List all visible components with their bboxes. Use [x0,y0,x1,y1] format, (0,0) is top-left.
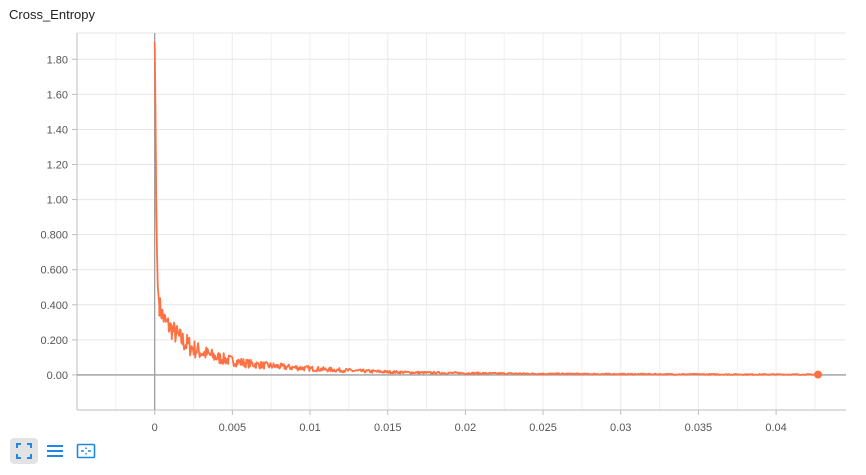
grid [76,32,846,410]
y-tick-label: 1.00 [47,195,68,207]
y-tick-label: 1.20 [47,160,68,172]
y-tick-label: 0.600 [40,265,68,277]
y-tick-label: 1.80 [47,54,68,66]
toggle-log-scale-button[interactable] [41,438,69,464]
x-tick-label: 0.02 [455,422,476,432]
y-tick-label: 0.200 [40,335,68,347]
series-last-point [814,370,823,379]
axes [76,33,846,411]
x-tick-label: 0.035 [685,422,713,432]
x-tick-label: 0 [152,422,158,432]
x-tick-label: 0.01 [299,422,320,432]
x-tick-label: 0.005 [219,422,247,432]
y-axis-ticks: 0.00 0.200 0.400 0.600 0.800 1.00 1.20 1.40 1.60… [40,54,77,382]
x-tick-label: 0.015 [374,422,402,432]
chart-toolbar [10,438,103,464]
y-tick-label: 0.800 [40,230,68,242]
x-tick-label: 0.04 [765,422,786,432]
series-line [153,41,819,376]
line-chart[interactable]: 0.00 0.200 0.400 0.600 0.800 1.00 1.20 1.40 1.60… [0,0,866,432]
y-tick-label: 0.400 [40,300,68,312]
expand-chart-button[interactable] [10,438,38,464]
x-tick-label: 0.025 [529,422,557,432]
y-tick-label: 1.40 [47,124,68,136]
fullscreen-icon [16,443,32,459]
lines-icon [47,445,63,457]
x-axis-ticks: 0 0.005 0.01 0.015 0.02 0.025 0.03 0.035 0.04 [152,410,787,432]
chart-title: Cross_Entropy [9,7,95,22]
y-tick-label: 0.00 [47,370,68,382]
x-tick-label: 0.03 [610,422,631,432]
y-tick-label: 1.60 [47,89,68,101]
fit-domain-button[interactable] [72,438,100,464]
fit-domain-icon [76,443,96,459]
